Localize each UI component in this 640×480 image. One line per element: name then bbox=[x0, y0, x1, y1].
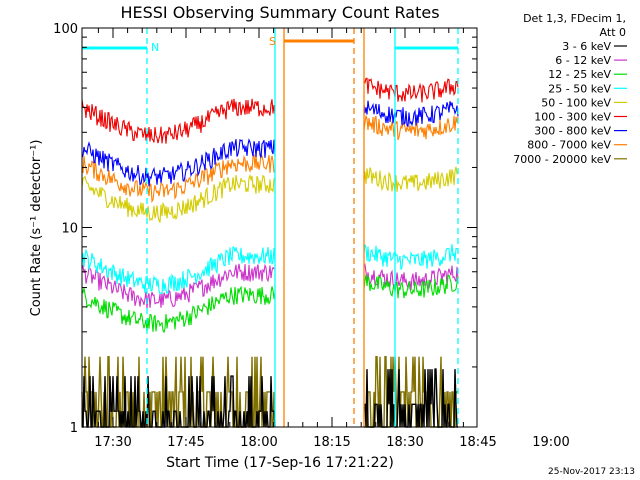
plot-frame bbox=[81, 27, 478, 428]
legend-label: 100 - 300 keV bbox=[534, 111, 611, 124]
series-25-50kev bbox=[81, 244, 459, 295]
legend-label: 3 - 6 keV bbox=[562, 40, 611, 53]
legend-label: 12 - 25 keV bbox=[548, 68, 611, 81]
legend-label: 25 - 50 keV bbox=[548, 82, 611, 95]
series-50-100kev bbox=[81, 166, 459, 223]
y-axis: 1 10 100 bbox=[53, 22, 477, 436]
x-axis: 17:30 17:45 18:00 18:15 18:30 18:45 19:00 bbox=[94, 28, 570, 450]
series-line bbox=[363, 166, 459, 192]
series-line bbox=[81, 152, 276, 203]
legend-label: 7000 - 20000 keV bbox=[513, 153, 611, 166]
x-tick-label: 17:45 bbox=[167, 435, 204, 450]
x-axis-label: Start Time (17-Sep-16 17:21:22) bbox=[166, 455, 394, 471]
legend-label: 800 - 7000 keV bbox=[527, 139, 611, 152]
y-axis-label: Count Rate (s⁻¹ detector⁻¹) bbox=[29, 140, 44, 317]
y-tick-label: 100 bbox=[53, 22, 78, 37]
y-tick-label: 10 bbox=[61, 222, 78, 237]
series-line bbox=[363, 77, 459, 103]
legend-label: 50 - 100 keV bbox=[541, 96, 611, 109]
saa-flag-label: S bbox=[269, 35, 276, 48]
series-12-25kev bbox=[81, 274, 459, 334]
series-line bbox=[81, 246, 276, 295]
legend-header-line-1: Det 1,3, FDecim 1, bbox=[523, 12, 626, 25]
series-line bbox=[81, 173, 276, 223]
x-tick-label: 18:00 bbox=[240, 435, 277, 450]
legend-header-line-2: Att 0 bbox=[600, 26, 626, 39]
series-100-300kev bbox=[81, 77, 459, 144]
x-tick-label: 19:00 bbox=[532, 435, 569, 450]
series-line bbox=[363, 244, 459, 270]
series-line bbox=[363, 100, 459, 128]
series-line bbox=[363, 274, 459, 299]
legend-label: 6 - 12 keV bbox=[555, 54, 611, 67]
y-tick-label: 1 bbox=[70, 421, 78, 436]
x-tick-label: 18:15 bbox=[313, 435, 350, 450]
series-line bbox=[81, 263, 276, 309]
x-tick-label: 18:30 bbox=[386, 435, 423, 450]
x-tick-label: 17:30 bbox=[94, 435, 131, 450]
series-line bbox=[81, 138, 276, 187]
legend-label: 300 - 800 keV bbox=[534, 125, 611, 138]
series-300-800kev bbox=[81, 100, 459, 187]
series-line bbox=[81, 285, 276, 334]
series-line bbox=[81, 98, 276, 144]
footer-date: 25-Nov-2017 23:13 bbox=[548, 467, 635, 477]
series-line bbox=[363, 115, 459, 140]
series-800-7000kev bbox=[81, 115, 459, 203]
x-tick-label: 18:45 bbox=[459, 435, 496, 450]
chart-title: HESSI Observing Summary Count Rates bbox=[120, 3, 439, 22]
night-flag-label: N bbox=[151, 41, 159, 54]
